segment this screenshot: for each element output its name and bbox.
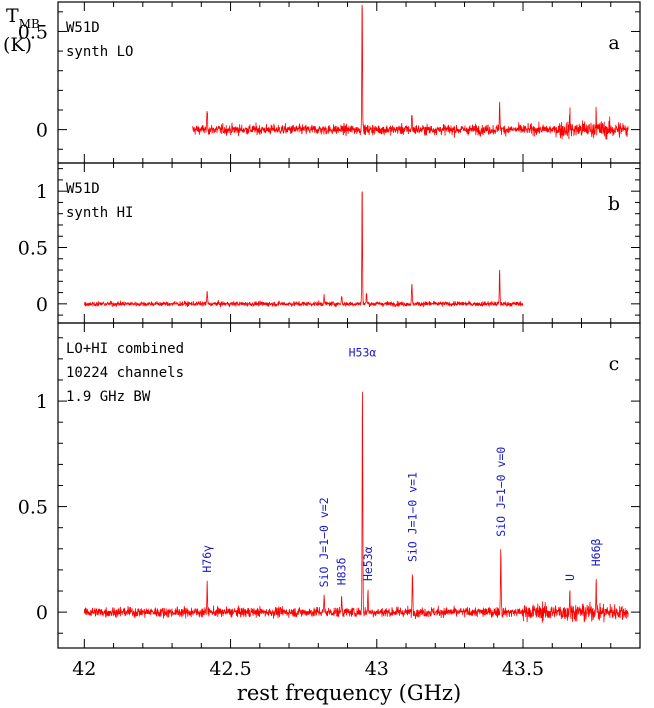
panel-a: 0 0.5 W51D synth LO a: [18, 1, 641, 164]
panel-annotation: synth LO: [66, 44, 133, 60]
plot-frame-b: [57, 162, 641, 324]
plot-frame-a: [57, 1, 641, 164]
panel-annotation: synth HI: [66, 205, 133, 221]
line-label: H66β: [589, 538, 603, 566]
panel-annotation: 10224 channels: [66, 365, 184, 381]
panel-letter: a: [608, 32, 619, 54]
y-axis-label-subscript: MB: [19, 17, 40, 31]
panel-annotation: W51D: [66, 181, 100, 197]
y-axis-label-unit: (K): [3, 34, 32, 56]
y-tick-label: 1: [36, 391, 48, 413]
line-label: H83δ: [335, 557, 349, 585]
line-label: U: [563, 574, 577, 581]
x-tick-label: 43: [365, 658, 389, 680]
y-tick-label: 0.5: [18, 497, 48, 519]
spectrum-trace-c: [83, 391, 629, 623]
panel-annotation: W51D: [66, 20, 100, 36]
y-tick-label: 0: [36, 120, 48, 142]
line-label: He53α: [361, 546, 375, 581]
y-tick-label: 0.5: [18, 238, 48, 260]
y-tick-label: 0: [36, 294, 48, 316]
panel-letter: c: [609, 353, 620, 375]
x-tick-label: 42.5: [209, 658, 251, 680]
panel-letter: b: [608, 193, 620, 215]
y-tick-label: 1: [36, 181, 48, 203]
line-label: H76γ: [200, 545, 214, 573]
x-tick-label: 42: [72, 658, 96, 680]
panel-b: 0 0.5 1 W51D synth HI b: [18, 162, 641, 324]
panel-c: 0 0.5 1 LO+HI combined 10224 channels 1.9 GHz…: [18, 322, 641, 705]
panel-annotation: LO+HI combined: [66, 341, 184, 357]
panel-annotation: 1.9 GHz BW: [66, 389, 151, 405]
line-label: SiO J=1−0 v=0: [494, 447, 508, 537]
line-label: H53α: [349, 345, 377, 359]
y-tick-label: 0: [36, 602, 48, 624]
y-axis-label-main: TMB: [6, 5, 40, 31]
x-axis-label: rest frequency (GHz): [237, 681, 461, 705]
y-axis-label: TMB (K): [3, 5, 40, 56]
y-tick-label: 0.5: [18, 21, 48, 43]
spectrum-trace-a: [192, 4, 629, 140]
x-tick-label: 43.5: [502, 658, 544, 680]
spectrum-trace-b: [83, 191, 524, 308]
line-label: SiO J=1−0 v=1: [405, 472, 419, 562]
line-label: SiO J=1−0 v=2: [317, 497, 331, 587]
